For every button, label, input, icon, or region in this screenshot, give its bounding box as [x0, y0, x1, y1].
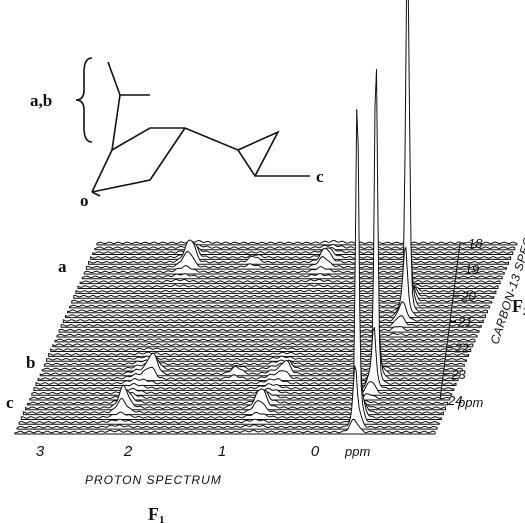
trace [56, 332, 478, 338]
molecule: a,b o c [30, 57, 324, 210]
brace [75, 57, 93, 143]
trace [52, 342, 474, 348]
trace [79, 278, 501, 285]
carbonyl-bond [91, 191, 101, 197]
trace [96, 239, 518, 246]
label-o: o [80, 191, 89, 210]
trace [16, 365, 438, 430]
carbon-tick-label: 20 [460, 288, 476, 303]
dim-letter: F [512, 296, 523, 316]
trace [25, 384, 446, 411]
carbon-unit: ppm [457, 395, 483, 410]
dim-sub: 2 [523, 306, 525, 318]
trace [90, 242, 512, 260]
trace [35, 69, 457, 386]
carbon-axis: 18 19 20 21 22 23 24 [439, 236, 483, 408]
proton-tick-label: 3 [36, 443, 45, 460]
trace [18, 109, 440, 425]
label-ab: a,b [30, 91, 52, 110]
carbon-axis-line [439, 242, 461, 401]
trace [22, 398, 444, 416]
carbon-tick-label: 24 [447, 393, 462, 408]
trace [37, 316, 459, 382]
trace [33, 326, 455, 391]
chair-structure [91, 61, 310, 193]
trace [31, 381, 453, 396]
trace [64, 245, 486, 319]
trace [67, 0, 488, 314]
trace [85, 251, 507, 270]
carbon-tick-label: 21 [457, 315, 472, 330]
proton-unit: ppm [344, 444, 370, 459]
proton-axis: 3 2 1 0 [36, 443, 320, 460]
label-c: c [316, 167, 324, 186]
trace [81, 273, 503, 280]
row-label: a [58, 257, 67, 276]
stacked-spectra [14, 0, 518, 435]
trace [75, 286, 497, 294]
trace [48, 351, 470, 357]
carbon-tick-label: 18 [468, 236, 483, 251]
trace [54, 338, 476, 343]
trace [50, 347, 472, 353]
carbon-tick-label: 22 [454, 341, 470, 356]
trace [14, 418, 436, 435]
trace [83, 264, 505, 275]
trace [62, 301, 484, 323]
row-label: b [26, 353, 35, 372]
dim-letter: F [148, 504, 159, 523]
proton-tick-label: 0 [311, 443, 320, 460]
trace [27, 388, 449, 406]
proton-tick-label: 2 [123, 443, 133, 460]
trace [29, 391, 451, 401]
row-label: c [6, 393, 14, 412]
proton-tick-label: 1 [218, 443, 226, 460]
carbon-tick-label: 19 [465, 262, 479, 277]
trace [60, 315, 482, 328]
proton-dimension: F1 [148, 504, 165, 523]
carbon-tick-label: 23 [450, 367, 466, 382]
trace [69, 237, 491, 309]
proton-title: PROTON SPECTRUM [85, 473, 222, 487]
dim-sub: 1 [159, 514, 165, 523]
carbon-dimension: F2 [512, 296, 525, 318]
trace [77, 283, 499, 289]
